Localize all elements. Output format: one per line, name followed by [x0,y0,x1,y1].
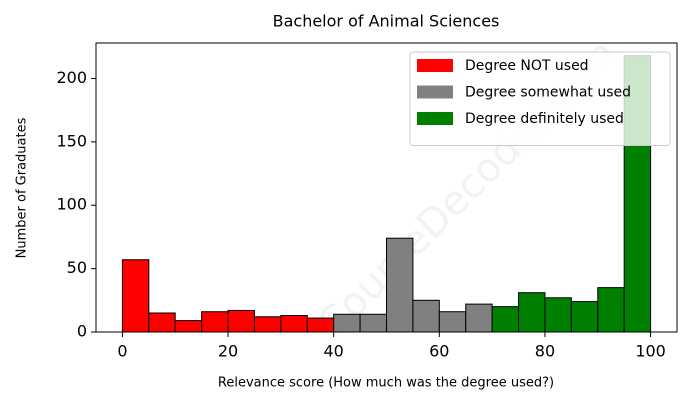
bar [148,312,176,333]
x-tick-label: 100 [635,342,666,361]
bar [386,237,414,333]
bar [280,315,308,333]
x-tick-label: 20 [218,342,238,361]
legend-swatch [417,59,453,72]
bar [253,316,282,333]
bar [570,301,599,333]
legend-box [409,51,671,146]
x-tick-label: 40 [324,342,344,361]
bar [597,287,625,333]
x-tick-label: 80 [535,342,555,361]
bar [438,311,467,333]
legend-label: Degree definitely used [465,111,624,127]
legend-swatch [417,85,453,99]
y-tick-label: 0 [77,322,87,341]
chart-title: Bachelor of Animal Sciences [273,12,500,31]
bar [412,299,440,333]
x-tick-label: 60 [429,342,449,361]
bar [227,309,255,333]
bar [333,313,361,333]
legend-swatch [417,112,453,125]
x-tick-label: 0 [117,342,127,361]
bar [121,259,150,333]
y-tick-label: 50 [67,258,87,277]
y-tick-label: 100 [56,195,87,214]
bar [306,317,335,333]
plot-frame [95,42,678,333]
bar [544,297,572,333]
bar [201,311,229,333]
bar [491,306,520,333]
bar [174,320,203,333]
y-tick-label: 200 [56,68,87,87]
bar [518,292,546,333]
y-tick-label: 150 [56,131,87,150]
bar [359,313,388,333]
x-axis-label: Relevance score (How much was the degree… [218,376,554,391]
bar [465,303,493,333]
legend-label: Degree somewhat used [465,85,631,101]
y-axis-label: Number of Graduates [15,117,30,258]
legend-label: Degree NOT used [465,58,589,74]
